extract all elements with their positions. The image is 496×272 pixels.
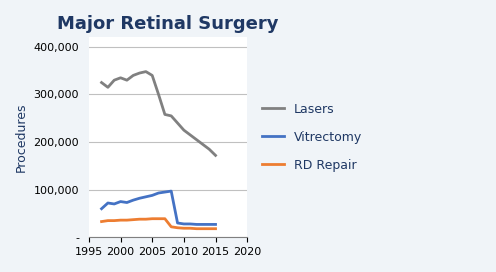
RD Repair	[206, 227, 212, 230]
Vitrectomy	[200, 223, 206, 226]
Lasers	[187, 133, 193, 137]
RD Repair	[200, 227, 206, 230]
Lasers	[143, 70, 149, 73]
Lasers	[105, 86, 111, 89]
RD Repair	[143, 218, 149, 221]
Vitrectomy	[111, 202, 117, 206]
Vitrectomy	[213, 223, 219, 226]
Lasers	[175, 121, 181, 125]
Vitrectomy	[105, 201, 111, 205]
Lasers	[99, 81, 105, 84]
Vitrectomy	[168, 190, 174, 193]
Legend: Lasers, Vitrectomy, RD Repair: Lasers, Vitrectomy, RD Repair	[256, 98, 368, 177]
RD Repair	[149, 217, 155, 220]
RD Repair	[213, 227, 219, 230]
RD Repair	[193, 227, 199, 230]
RD Repair	[168, 225, 174, 228]
Lasers	[136, 72, 142, 75]
Lasers	[156, 93, 162, 96]
Vitrectomy	[206, 223, 212, 226]
Vitrectomy	[130, 199, 136, 202]
Lasers	[200, 143, 206, 146]
Vitrectomy	[193, 223, 199, 226]
Lasers	[149, 74, 155, 77]
Lasers	[193, 138, 199, 141]
Vitrectomy	[118, 200, 124, 203]
Vitrectomy	[156, 191, 162, 195]
RD Repair	[187, 227, 193, 230]
Lasers	[118, 76, 124, 79]
RD Repair	[175, 226, 181, 229]
RD Repair	[136, 218, 142, 221]
Vitrectomy	[162, 190, 168, 194]
Y-axis label: Procedures: Procedures	[15, 103, 28, 172]
Vitrectomy	[175, 221, 181, 225]
RD Repair	[111, 219, 117, 222]
RD Repair	[162, 217, 168, 220]
Title: Major Retinal Surgery: Major Retinal Surgery	[58, 15, 279, 33]
Vitrectomy	[143, 195, 149, 199]
RD Repair	[99, 220, 105, 223]
Vitrectomy	[187, 222, 193, 225]
Line: Vitrectomy: Vitrectomy	[102, 191, 216, 224]
Vitrectomy	[124, 201, 130, 204]
Lasers	[206, 148, 212, 151]
RD Repair	[105, 219, 111, 222]
Vitrectomy	[149, 194, 155, 197]
RD Repair	[156, 217, 162, 220]
Vitrectomy	[99, 207, 105, 210]
Lasers	[162, 113, 168, 116]
Lasers	[181, 129, 187, 132]
Lasers	[124, 79, 130, 82]
RD Repair	[130, 218, 136, 221]
RD Repair	[118, 218, 124, 222]
RD Repair	[124, 218, 130, 222]
Vitrectomy	[181, 222, 187, 225]
Vitrectomy	[136, 197, 142, 200]
Lasers	[130, 74, 136, 77]
RD Repair	[181, 227, 187, 230]
Lasers	[213, 154, 219, 157]
Line: RD Repair: RD Repair	[102, 219, 216, 229]
Line: Lasers: Lasers	[102, 72, 216, 155]
Lasers	[168, 114, 174, 118]
Lasers	[111, 79, 117, 82]
